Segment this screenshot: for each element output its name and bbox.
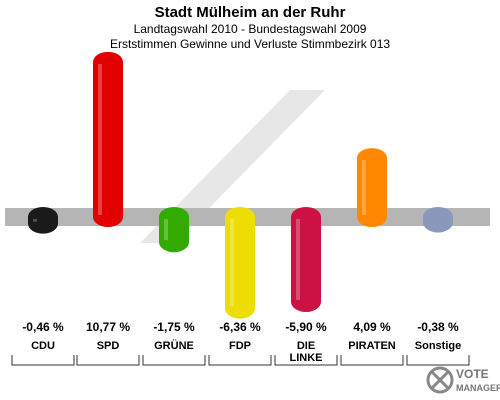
logo-text-2: MANAGER [456,383,500,393]
category-label-6: PIRATEN [348,340,396,352]
bar-5 [291,207,321,312]
category-bracket-3 [142,355,206,366]
category-label-7: Sonstige [415,340,461,352]
value-label-2: 10,77 % [86,320,130,334]
category-label-2: SPD [97,340,120,352]
category-bracket-2 [76,355,140,366]
bar-7 [423,207,453,233]
bar-2 [93,51,123,227]
logo-text-1: VOTE [456,367,489,381]
chart-subtitle: Landtagswahl 2010 - Bundestagswahl 2009 [134,22,367,36]
value-label-5: -5,90 % [285,320,327,334]
category-label-3: GRÜNE [154,339,194,352]
category-bracket-6 [340,355,404,366]
bar-1 [28,207,58,234]
category-bracket-7 [406,355,470,366]
value-label-1: -0,46 % [22,320,64,334]
bar-3 [159,207,189,253]
category-bracket-4 [208,355,272,366]
value-label-6: 4,09 % [353,320,391,334]
chart-subtitle-2: Erststimmen Gewinne und Verluste Stimmbe… [110,37,390,51]
bar-shadow [140,90,325,243]
category-bracket-1 [11,355,75,366]
value-label-7: -0,38 % [417,320,459,334]
chart-title: Stadt Mülheim an der Ruhr [155,4,346,21]
category-label-5: DIE LINKE [290,340,323,364]
category-label-4: FDP [229,340,251,352]
vote-manager-logo: VOTE MANAGER [426,366,500,394]
value-label-4: -6,36 % [219,320,261,334]
bar-6 [357,148,387,227]
value-label-3: -1,75 % [153,320,195,334]
category-bracket-5 [274,355,338,366]
category-label-1: CDU [31,340,55,352]
bar-4 [225,207,255,319]
